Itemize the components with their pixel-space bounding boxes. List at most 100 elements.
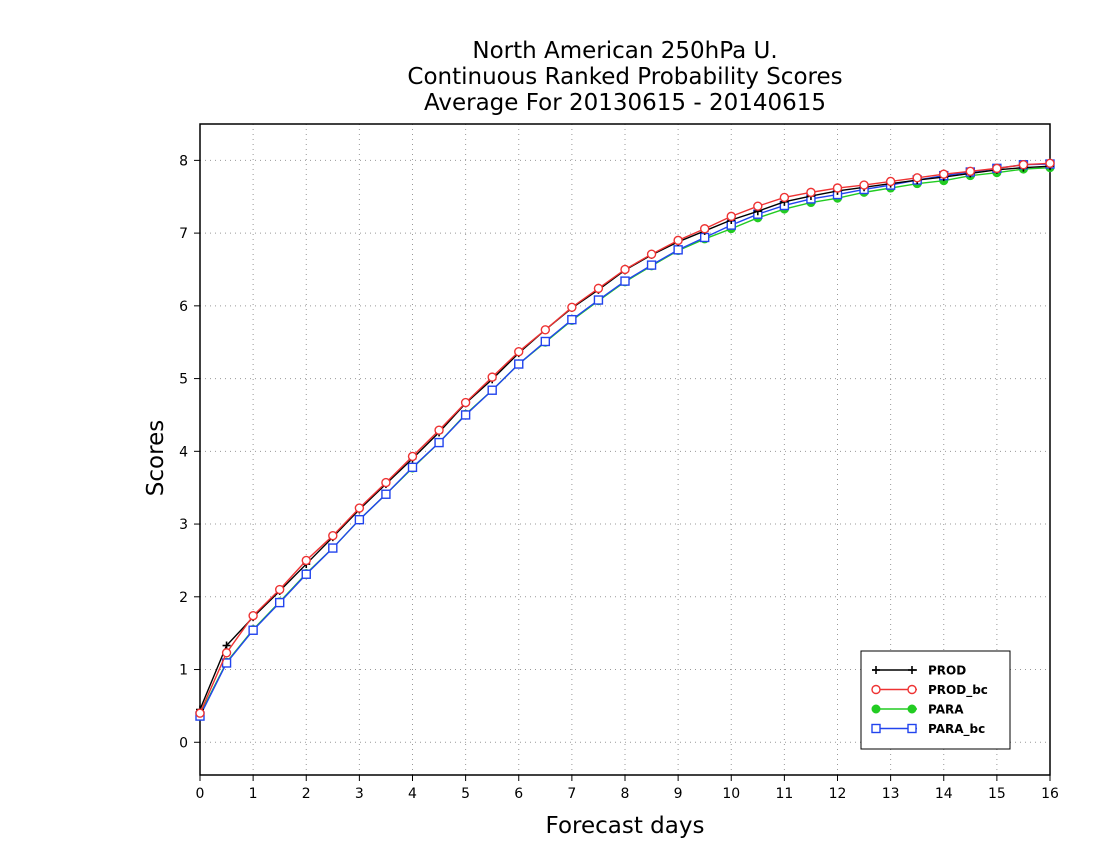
series-prod-bc-point [593,283,604,294]
series-prod-bc-point [673,235,683,246]
series-prod-bc-point [620,264,630,275]
series-para-bc-point [487,385,497,395]
series-prod-bc-point [514,346,524,357]
x-tick-label: 15 [988,786,1006,802]
x-tick-label: 11 [775,786,793,802]
legend-label-prod-bc: PROD_bc [928,683,988,698]
series-prod-bc-point [912,173,922,183]
series-para-bc-point [593,295,604,305]
y-tick-label: 6 [179,299,188,315]
legend-label-para-bc: PARA_bc [928,722,985,737]
series-para-bc-point [407,462,418,473]
legend-marker-prod [872,666,880,674]
series-para-bc-point [460,410,471,420]
series-prod-bc-point [301,555,311,566]
y-tick-label: 8 [179,153,188,169]
series-para-bc-line [199,163,1051,717]
y-tick-label: 5 [179,372,188,388]
x-tick-label: 10 [722,786,740,802]
series-prod-bc-point [753,201,763,211]
series-para-bc-point [248,625,258,635]
series-prod-bc-point [195,708,205,718]
x-tick-label: 16 [1041,786,1059,802]
series-layer [195,158,1055,721]
legend-marker-prod [908,666,916,674]
legend-entry-para-bc: PARA_bc [871,722,985,737]
x-tick-label: 1 [249,786,258,802]
series-prod-bc-point [354,503,365,513]
x-tick-label: 8 [621,786,630,802]
x-tick-label: 12 [829,786,847,802]
legend: PROD PROD_bc PARA PARA_bc [860,650,1011,750]
series-prod-bc-point [381,477,391,488]
legend-label-prod: PROD [928,664,966,678]
series-prod-bc-point [434,425,444,435]
series-para-bc-point [354,514,365,525]
legend-entry-para: PARA [871,703,964,717]
legend-marker-para [871,704,881,714]
x-tick-label: 13 [882,786,900,802]
series-prod-bc-point [487,372,497,382]
series-para-bc-point [274,597,285,608]
chart-title-line-2: Continuous Ranked Probability Scores [407,64,843,90]
series-prod-bc-point [939,169,949,179]
legend-marker-para [907,704,917,714]
legend-entry-prod-bc: PROD_bc [871,683,988,698]
y-axis-title: Scores [143,420,169,496]
series-para-bc-point [328,543,338,553]
x-tick-label: 2 [302,786,311,802]
chart-title-line-3: Average For 20130615 - 20140615 [423,90,827,116]
x-tick-label: 9 [674,786,683,802]
series-para-bc-point [673,245,683,255]
series-para-bc-point [514,359,524,369]
series-prod-bc-point [859,180,869,190]
y-tick-label: 2 [179,590,188,606]
x-axis-title: Forecast days [546,813,705,839]
series-prod-bc-point [407,451,418,462]
series-prod-bc-point [646,249,657,259]
series-prod-bc-point [699,224,710,234]
x-tick-label: 7 [567,786,576,802]
series-para-bc-point [567,314,577,325]
series-prod-bc-point [885,176,896,187]
series-prod-bc-point [274,584,285,595]
series-prod-bc-point [965,166,976,176]
series-para-bc-point [301,569,311,579]
series-prod-bc-point [992,163,1002,174]
y-tick-label: 3 [179,517,188,533]
series-prod-bc-point [832,183,843,193]
x-tick-label: 5 [461,786,470,802]
y-tick-label: 7 [179,226,188,242]
series-para [195,163,1055,720]
series-prod-bc-point [779,192,790,203]
series-prod-bc-point [540,325,551,335]
legend-entry-prod: PROD [872,664,966,678]
series-prod-bc-point [248,611,258,621]
series-prod-bc-point [221,648,232,658]
series-prod-bc [195,158,1055,718]
legend-label-para: PARA [928,703,964,717]
series-prod-bc-point [460,397,471,408]
series-prod-bc-point [1018,160,1029,170]
series-para-bc-point [620,276,630,286]
legend-box [860,650,1011,750]
x-tick-label: 14 [935,786,953,802]
y-tick-label: 0 [179,735,188,751]
y-tick-label: 1 [179,663,188,679]
y-tick-label: 4 [179,444,188,460]
legend-marker-prod-bc [871,684,881,695]
series-para-bc-point [434,437,444,448]
grid-lines [200,124,1050,775]
series-prod-bc-line [199,162,1051,714]
series-prod-bc-point [726,211,736,222]
series-prod-bc-point [806,187,816,198]
series-para-bc-point [646,260,657,270]
series-prod-bc-point [328,530,338,541]
x-tick-label: 3 [355,786,364,802]
legend-marker-para-bc [907,723,917,734]
x-tick-label: 0 [196,786,205,802]
series-prod-bc-point [1045,158,1055,168]
legend-marker-para-bc [871,723,881,734]
